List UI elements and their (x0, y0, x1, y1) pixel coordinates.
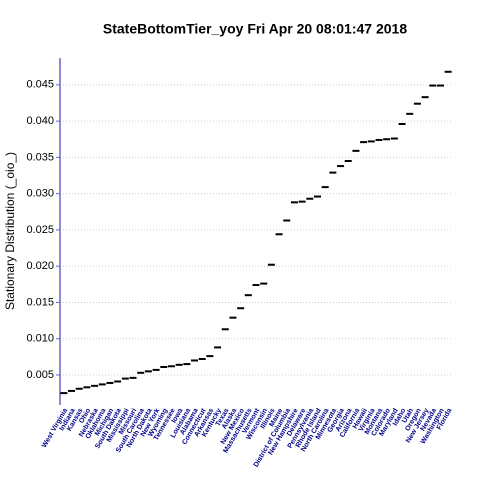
median-mark (144, 370, 152, 373)
median-mark (298, 200, 306, 203)
median-mark (106, 381, 114, 384)
median-mark (352, 149, 360, 152)
median-mark (260, 282, 268, 285)
median-mark (167, 365, 175, 368)
median-mark (383, 138, 391, 141)
median-mark (321, 186, 329, 189)
median-mark (98, 383, 106, 386)
median-mark (329, 171, 337, 174)
median-mark (252, 284, 260, 287)
median-mark (214, 346, 222, 349)
chart-title: StateBottomTier_yoy Fri Apr 20 08:01:47 … (103, 21, 407, 37)
median-mark (344, 159, 352, 162)
y-tick-label: 0.045 (26, 79, 54, 91)
median-mark (129, 376, 137, 379)
median-mark (290, 201, 298, 204)
median-mark (283, 219, 291, 222)
median-mark (160, 365, 168, 368)
median-mark (360, 141, 368, 144)
median-mark (275, 233, 283, 236)
y-tick-label: 0.010 (26, 333, 54, 345)
median-mark (406, 112, 414, 115)
median-mark (267, 263, 275, 266)
median-mark (60, 392, 68, 395)
median-mark (121, 377, 129, 380)
median-mark (313, 195, 321, 198)
y-tick-label: 0.020 (26, 260, 54, 272)
median-mark (436, 84, 444, 87)
median-mark (413, 102, 421, 105)
y-tick-label: 0.025 (26, 224, 54, 236)
median-mark (152, 368, 160, 371)
median-mark (390, 137, 398, 140)
median-mark (367, 140, 375, 143)
median-mark (244, 294, 252, 297)
median-mark (183, 363, 191, 366)
median-mark (75, 387, 83, 390)
median-mark (306, 197, 314, 200)
median-mark (375, 138, 383, 141)
median-mark (421, 96, 429, 99)
median-mark (429, 84, 437, 87)
median-mark (229, 316, 237, 319)
plot-area: 0.005 0.010 0.015 0.020 0.025 0.030 0.035 0.040… (26, 58, 454, 469)
median-mark (91, 384, 99, 387)
median-mark (114, 380, 122, 383)
y-tick-label: 0.015 (26, 296, 54, 308)
median-mark (191, 359, 199, 362)
median-mark (237, 307, 245, 310)
y-axis-label: Stationary Distribution (_oio_) (3, 152, 17, 310)
y-tick-label: 0.035 (26, 151, 54, 163)
y-tick-label: 0.005 (26, 369, 54, 381)
median-mark (206, 355, 214, 358)
median-mark (221, 328, 229, 331)
y-tick-label: 0.030 (26, 188, 54, 200)
median-mark (337, 165, 345, 168)
median-mark (175, 363, 183, 366)
median-mark (83, 386, 91, 389)
median-mark (137, 371, 145, 374)
y-tick-label: 0.040 (26, 115, 54, 127)
median-mark (68, 389, 76, 392)
median-mark (198, 358, 206, 361)
median-mark (444, 70, 452, 73)
median-mark (398, 123, 406, 126)
